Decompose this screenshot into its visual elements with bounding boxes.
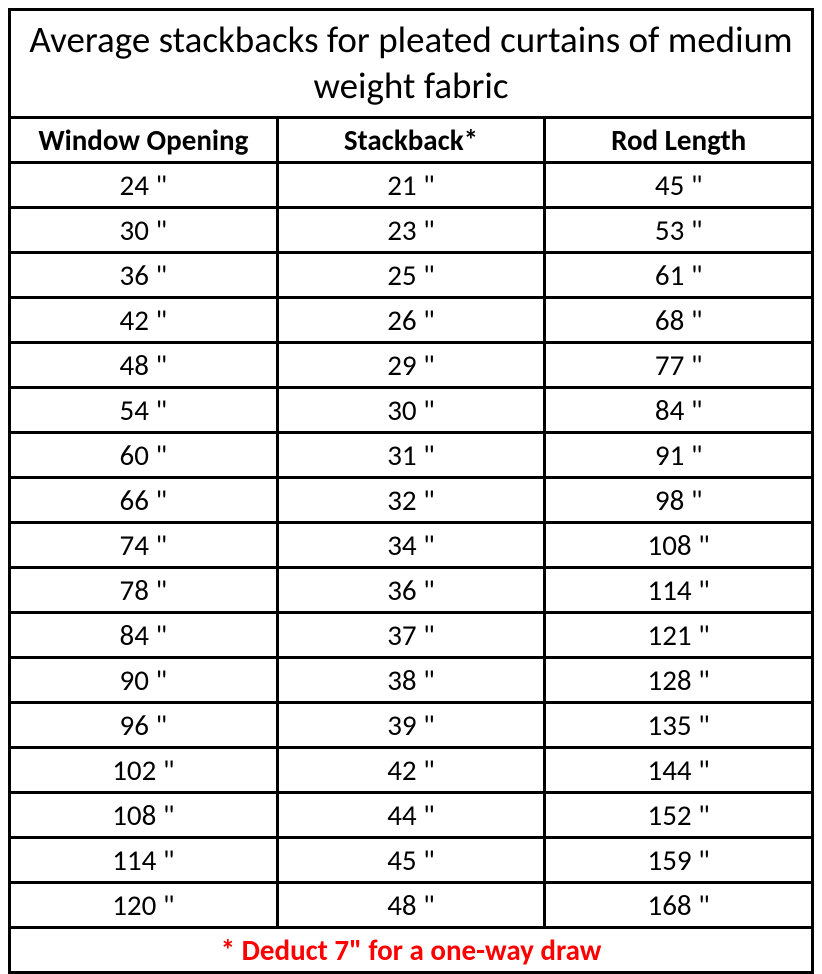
table-cell: 36 "	[279, 569, 547, 611]
table-cell: 108 "	[546, 524, 811, 566]
table-row: 24 "21 "45 "	[11, 164, 811, 209]
table-cell: 68 "	[546, 299, 811, 341]
column-header-stackback: Stackback*	[279, 119, 547, 161]
table-row: 48 "29 "77 "	[11, 344, 811, 389]
table-cell: 114 "	[11, 839, 279, 881]
stackback-table: Average stackbacks for pleated curtains …	[8, 8, 814, 974]
table-cell: 98 "	[546, 479, 811, 521]
table-cell: 42 "	[279, 749, 547, 791]
table-header-row: Window Opening Stackback* Rod Length	[11, 119, 811, 164]
table-cell: 74 "	[11, 524, 279, 566]
table-row: 78 "36 "114 "	[11, 569, 811, 614]
column-header-rod-length: Rod Length	[546, 119, 811, 161]
table-row: 120 "48 "168 "	[11, 884, 811, 929]
table-row: 66 "32 "98 "	[11, 479, 811, 524]
table-cell: 34 "	[279, 524, 547, 566]
table-cell: 23 "	[279, 209, 547, 251]
table-cell: 26 "	[279, 299, 547, 341]
table-cell: 31 "	[279, 434, 547, 476]
table-row: 84 "37 "121 "	[11, 614, 811, 659]
table-row: 102 "42 "144 "	[11, 749, 811, 794]
table-cell: 128 "	[546, 659, 811, 701]
table-cell: 91 "	[546, 434, 811, 476]
table-cell: 44 "	[279, 794, 547, 836]
table-cell: 135 "	[546, 704, 811, 746]
table-cell: 48 "	[279, 884, 547, 926]
table-cell: 108 "	[11, 794, 279, 836]
table-cell: 29 "	[279, 344, 547, 386]
table-cell: 61 "	[546, 254, 811, 296]
table-cell: 121 "	[546, 614, 811, 656]
table-row: 54 "30 "84 "	[11, 389, 811, 434]
table-footnote: * Deduct 7" for a one-way draw	[11, 929, 811, 971]
table-cell: 66 "	[11, 479, 279, 521]
table-cell: 78 "	[11, 569, 279, 611]
table-cell: 21 "	[279, 164, 547, 206]
table-cell: 45 "	[279, 839, 547, 881]
table-row: 114 "45 "159 "	[11, 839, 811, 884]
table-row: 36 "25 "61 "	[11, 254, 811, 299]
table-cell: 168 "	[546, 884, 811, 926]
table-cell: 38 "	[279, 659, 547, 701]
table-cell: 84 "	[11, 614, 279, 656]
table-cell: 84 "	[546, 389, 811, 431]
table-cell: 54 "	[11, 389, 279, 431]
table-cell: 90 "	[11, 659, 279, 701]
table-cell: 60 "	[11, 434, 279, 476]
table-cell: 30 "	[11, 209, 279, 251]
table-row: 30 "23 "53 "	[11, 209, 811, 254]
table-cell: 30 "	[279, 389, 547, 431]
table-cell: 36 "	[11, 254, 279, 296]
table-body: 24 "21 "45 "30 "23 "53 "36 "25 "61 "42 "…	[11, 164, 811, 929]
table-cell: 45 "	[546, 164, 811, 206]
table-row: 96 "39 "135 "	[11, 704, 811, 749]
table-cell: 39 "	[279, 704, 547, 746]
table-cell: 159 "	[546, 839, 811, 881]
table-cell: 24 "	[11, 164, 279, 206]
table-cell: 77 "	[546, 344, 811, 386]
table-cell: 114 "	[546, 569, 811, 611]
table-cell: 53 "	[546, 209, 811, 251]
table-cell: 42 "	[11, 299, 279, 341]
table-row: 108 "44 "152 "	[11, 794, 811, 839]
table-cell: 37 "	[279, 614, 547, 656]
table-row: 90 "38 "128 "	[11, 659, 811, 704]
table-row: 60 "31 "91 "	[11, 434, 811, 479]
table-cell: 32 "	[279, 479, 547, 521]
table-row: 42 "26 "68 "	[11, 299, 811, 344]
table-cell: 120 "	[11, 884, 279, 926]
table-cell: 96 "	[11, 704, 279, 746]
table-cell: 152 "	[546, 794, 811, 836]
column-header-window-opening: Window Opening	[11, 119, 279, 161]
table-row: 74 "34 "108 "	[11, 524, 811, 569]
table-title: Average stackbacks for pleated curtains …	[11, 11, 811, 119]
table-cell: 48 "	[11, 344, 279, 386]
table-cell: 102 "	[11, 749, 279, 791]
table-cell: 25 "	[279, 254, 547, 296]
table-cell: 144 "	[546, 749, 811, 791]
